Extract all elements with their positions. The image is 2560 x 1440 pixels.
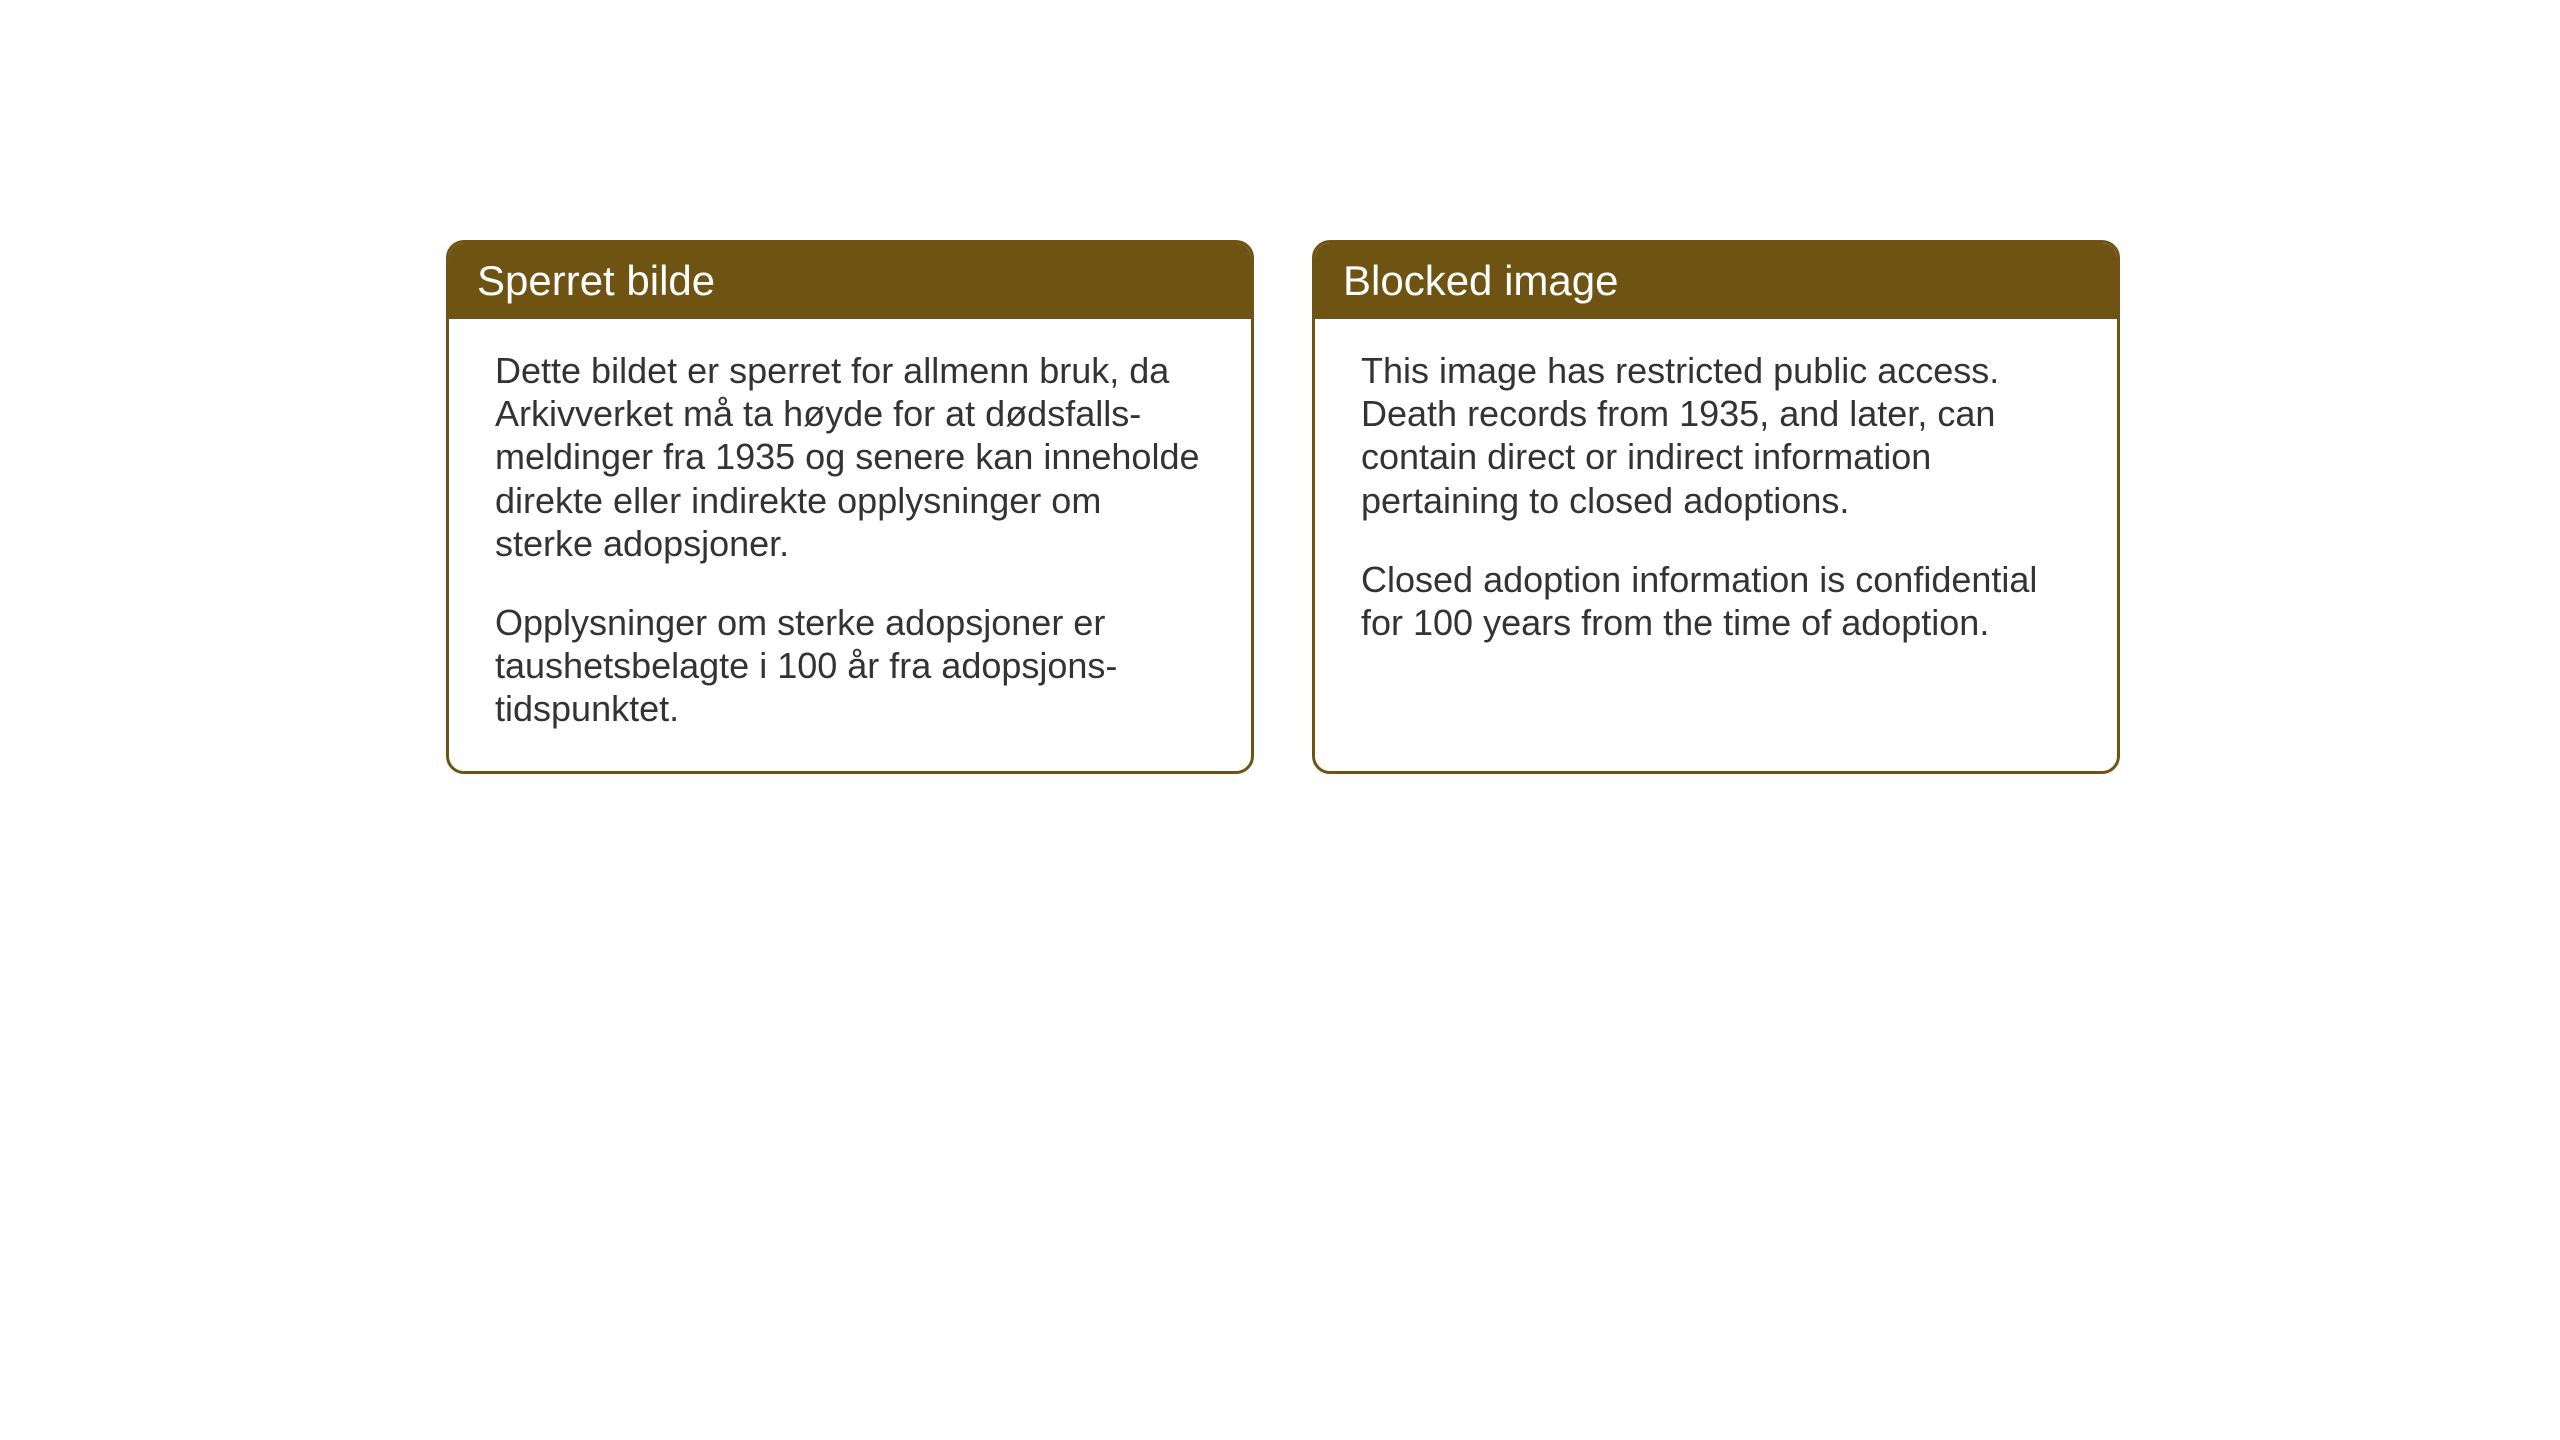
cards-container: Sperret bilde Dette bildet er sperret fo…: [446, 240, 2120, 774]
card-header-norwegian: Sperret bilde: [449, 243, 1251, 319]
card-paragraph: Dette bildet er sperret for allmenn bruk…: [495, 349, 1205, 565]
card-paragraph: Closed adoption information is confident…: [1361, 558, 2071, 644]
card-header-english: Blocked image: [1315, 243, 2117, 319]
card-english: Blocked image This image has restricted …: [1312, 240, 2120, 774]
card-paragraph: This image has restricted public access.…: [1361, 349, 2071, 522]
card-norwegian: Sperret bilde Dette bildet er sperret fo…: [446, 240, 1254, 774]
card-body-norwegian: Dette bildet er sperret for allmenn bruk…: [449, 319, 1251, 771]
card-paragraph: Opplysninger om sterke adopsjoner er tau…: [495, 601, 1205, 731]
card-body-english: This image has restricted public access.…: [1315, 319, 2117, 684]
